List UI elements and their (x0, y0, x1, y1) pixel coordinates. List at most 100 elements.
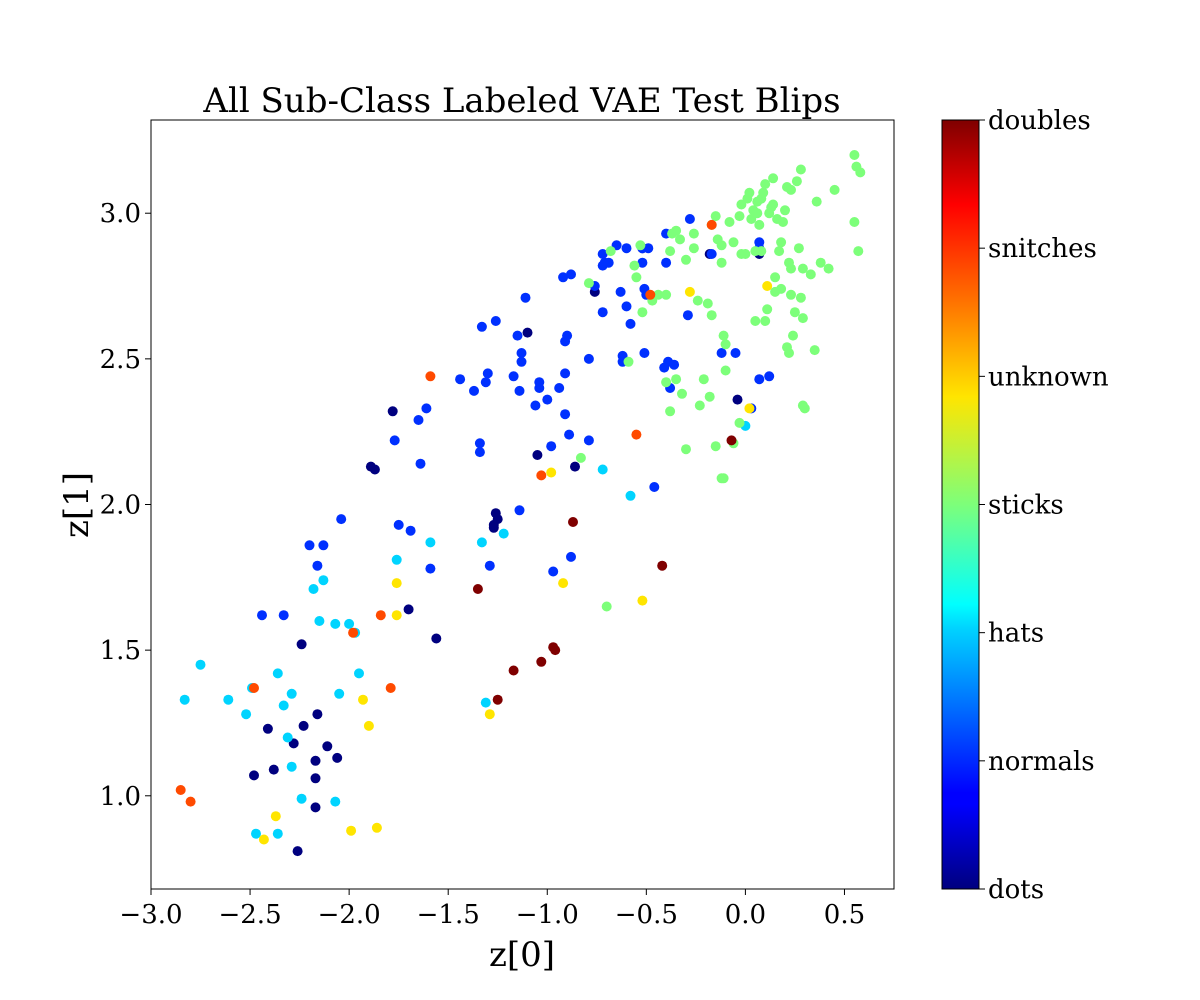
point-unknown-9 (546, 467, 557, 478)
point-unknown-10 (558, 578, 569, 589)
point-sticks-17 (671, 225, 682, 236)
point-dots-23 (387, 406, 398, 417)
point-hats-6 (272, 668, 283, 679)
point-sticks-5 (631, 272, 642, 283)
point-normals-56 (621, 301, 632, 312)
point-normals-64 (649, 482, 660, 492)
point-hats-22 (391, 554, 402, 565)
y-tick-label: 2.5 (100, 345, 141, 375)
point-sticks-67 (776, 237, 787, 248)
point-sticks-23 (688, 228, 699, 239)
point-normals-35 (546, 441, 557, 452)
point-hats-1 (195, 659, 206, 670)
x-tick-label: −1.0 (516, 900, 579, 930)
point-sticks-7 (635, 240, 646, 251)
point-normals-17 (455, 374, 466, 385)
point-dots-1 (310, 802, 321, 813)
point-normals-34 (542, 394, 553, 405)
point-dots-9 (262, 723, 273, 734)
point-normals-6 (393, 519, 404, 530)
point-sticks-80 (791, 176, 802, 187)
colorbar-label-hats: hats (988, 619, 1044, 649)
point-sticks-87 (799, 403, 810, 414)
point-sticks-31 (710, 211, 721, 222)
point-sticks-52 (754, 219, 765, 230)
point-hats-8 (286, 688, 297, 699)
point-unknown-13 (762, 281, 773, 291)
point-sticks-40 (734, 211, 745, 222)
point-normals-37 (560, 368, 571, 379)
point-snitches-1 (185, 796, 196, 807)
point-sticks-63 (770, 272, 781, 283)
y-tick-label: 1.5 (100, 636, 141, 666)
point-normals-16 (421, 403, 432, 414)
point-hats-13 (308, 584, 319, 594)
point-normals-55 (615, 286, 626, 297)
x-tick-label: 0.0 (725, 900, 766, 930)
point-sticks-62 (768, 173, 779, 184)
point-sticks-85 (797, 263, 808, 274)
point-doubles-3 (536, 656, 547, 667)
point-dots-0 (292, 846, 303, 857)
point-hats-21 (354, 668, 364, 679)
point-sticks-90 (811, 196, 822, 207)
point-sticks-66 (774, 246, 785, 257)
point-doubles-0 (472, 584, 483, 594)
plot-area (150, 119, 895, 890)
point-normals-18 (469, 385, 479, 396)
point-hats-14 (314, 616, 325, 626)
point-sticks-12 (661, 377, 672, 388)
point-normals-2 (304, 540, 315, 551)
point-hats-10 (286, 761, 297, 772)
point-snitches-6 (425, 371, 436, 382)
point-sticks-1 (575, 452, 586, 463)
point-unknown-14 (744, 403, 755, 414)
point-sticks-28 (704, 391, 715, 402)
point-unknown-7 (391, 610, 402, 621)
point-sticks-25 (694, 400, 705, 411)
point-unknown-8 (484, 709, 495, 720)
colorbar (941, 119, 980, 890)
point-doubles-1 (492, 694, 503, 705)
point-normals-0 (257, 610, 267, 621)
point-normals-36 (554, 383, 565, 393)
point-sticks-51 (752, 208, 763, 219)
x-tick-label: 0.5 (824, 900, 865, 930)
point-normals-79 (754, 237, 765, 248)
point-dots-22 (570, 461, 580, 472)
point-normals-58 (621, 243, 632, 254)
point-dots-10 (298, 720, 309, 731)
x-axis-ticks: −3.0 −2.5 −2.0 −1.5 −1.0 −0.5 0.0 0.5 (119, 889, 865, 930)
point-sticks-88 (805, 269, 816, 280)
point-sticks-58 (762, 304, 773, 315)
point-normals-12 (566, 551, 576, 562)
point-sticks-35 (718, 330, 729, 341)
point-dots-4 (310, 773, 321, 784)
point-sticks-54 (756, 246, 767, 257)
point-hats-5 (241, 709, 252, 720)
point-unknown-12 (684, 286, 695, 297)
point-normals-14 (415, 458, 426, 469)
point-normals-10 (514, 505, 525, 516)
point-normals-30 (520, 292, 531, 303)
point-doubles-5 (550, 645, 561, 656)
point-normals-5 (336, 514, 347, 525)
data-points (175, 150, 866, 857)
point-sticks-14 (671, 374, 682, 385)
point-sticks-2 (583, 278, 594, 289)
point-dots-3 (268, 764, 279, 775)
x-tick-label: −2.0 (318, 900, 381, 930)
point-normals-73 (682, 310, 693, 321)
point-normals-1 (278, 610, 289, 621)
point-hats-25 (480, 697, 491, 708)
point-sticks-77 (786, 184, 796, 195)
point-sticks-95 (849, 150, 860, 160)
point-hats-26 (498, 528, 509, 539)
point-dots-24 (522, 327, 533, 338)
point-unknown-3 (358, 694, 368, 705)
point-sticks-76 (786, 289, 796, 300)
point-snitches-4 (375, 610, 386, 621)
point-normals-21 (474, 438, 485, 449)
point-snitches-9 (645, 289, 656, 300)
point-normals-15 (413, 415, 424, 425)
